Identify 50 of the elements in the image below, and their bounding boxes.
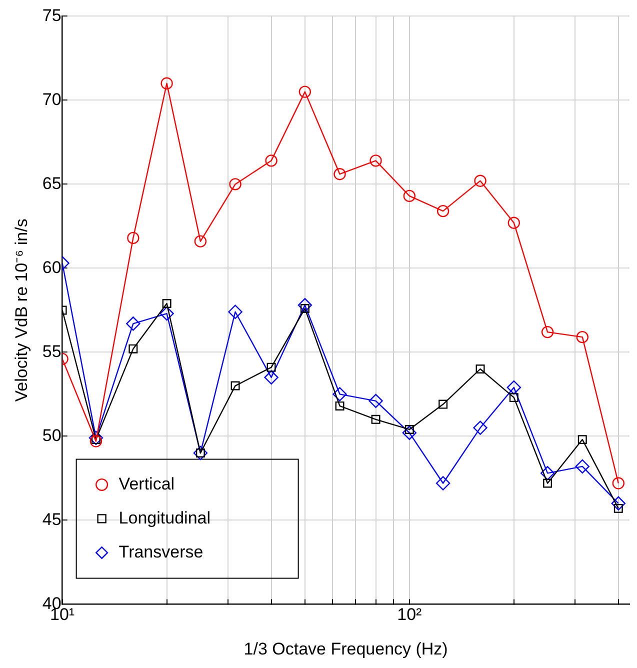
y-tick-label: 60 xyxy=(42,258,62,277)
point xyxy=(438,400,448,409)
point xyxy=(230,381,240,390)
point xyxy=(612,477,624,490)
point xyxy=(543,478,552,488)
point xyxy=(160,306,174,321)
point xyxy=(402,426,417,440)
point xyxy=(370,154,382,167)
y-tick-label: 55 xyxy=(42,342,62,361)
point xyxy=(193,446,208,460)
point xyxy=(265,154,278,167)
point xyxy=(298,298,312,312)
point xyxy=(576,330,588,344)
point xyxy=(578,435,587,444)
x-axis-title: 1/3 Octave Frequency (Hz) xyxy=(244,639,448,658)
point xyxy=(264,370,278,384)
point xyxy=(371,414,380,424)
legend-label: Vertical xyxy=(118,474,175,494)
y-axis-title: Velocity VdB re 10⁻⁶ in/s xyxy=(12,218,31,402)
point xyxy=(298,86,312,98)
legend-label: Transverse xyxy=(118,542,204,562)
y-tick-label: 65 xyxy=(42,174,62,193)
point xyxy=(266,362,276,372)
point xyxy=(229,178,242,190)
point xyxy=(509,393,518,402)
point xyxy=(160,77,173,90)
legend-label: Longitudinal xyxy=(118,508,211,528)
point xyxy=(508,216,520,229)
y-tick-label: 75 xyxy=(42,6,62,25)
point xyxy=(334,168,346,180)
x-tick-label: 10² xyxy=(397,605,422,624)
y-tick-label: 45 xyxy=(42,510,62,529)
point xyxy=(403,190,416,202)
point xyxy=(162,298,172,308)
point xyxy=(540,466,555,480)
point xyxy=(88,430,104,445)
point xyxy=(332,387,347,402)
point xyxy=(368,394,383,408)
point xyxy=(575,459,590,474)
point xyxy=(436,476,450,490)
point xyxy=(611,496,626,510)
point xyxy=(506,380,522,395)
point xyxy=(90,435,102,448)
point xyxy=(541,326,554,338)
point xyxy=(436,204,450,218)
point xyxy=(194,235,207,248)
point xyxy=(335,401,344,410)
point xyxy=(228,304,242,319)
y-tick-label: 50 xyxy=(42,426,62,445)
y-tick-label: 70 xyxy=(42,90,62,109)
